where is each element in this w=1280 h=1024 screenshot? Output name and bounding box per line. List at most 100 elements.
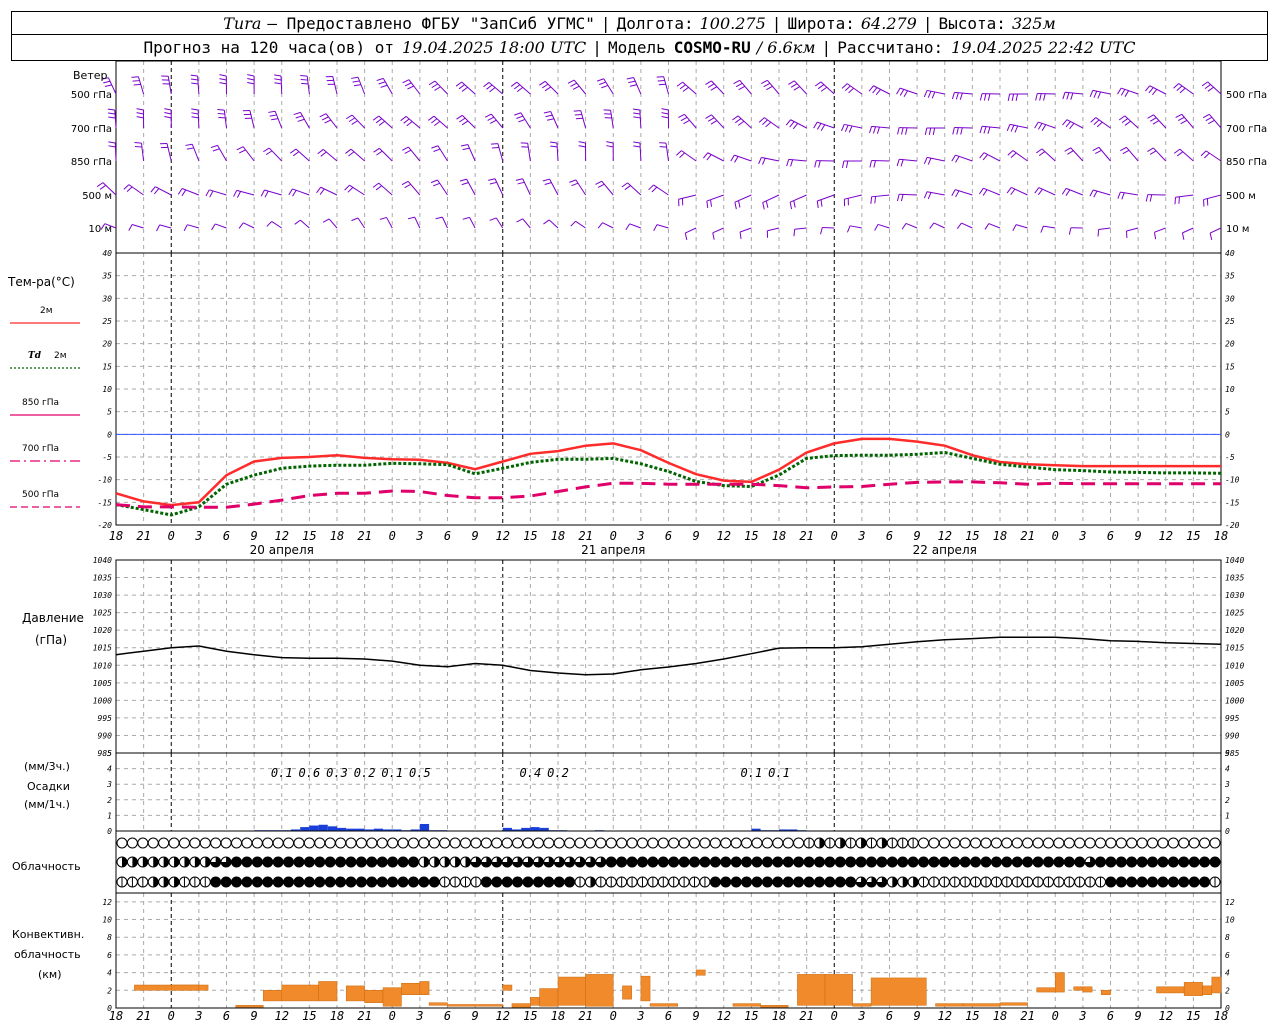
wind-barb-flag: [632, 141, 641, 144]
wind-barb-flag: [927, 91, 932, 98]
y-tick-label-right: -15: [1225, 498, 1240, 507]
cloud-circle: [231, 856, 243, 868]
wind-barb-flag: [210, 144, 218, 149]
wind-barb-flag: [428, 80, 436, 86]
x-tick-label-temp: 3: [1078, 529, 1086, 543]
x-tick-label-temp: 15: [523, 529, 537, 543]
wind-barb-flag: [1065, 189, 1071, 196]
x-tick-label-bottom: 21: [136, 1009, 150, 1023]
wind-barb: [567, 79, 587, 95]
cloud-circle: [470, 837, 482, 849]
wind-barb: [951, 154, 973, 163]
wind-barb-flag: [1035, 148, 1043, 154]
cloud-circle: [803, 876, 815, 888]
cloud-cover-symbol: [491, 876, 503, 888]
wind-barb-staff: [739, 227, 752, 233]
cloud-cover-symbol: [543, 856, 555, 868]
wind-barb-flag: [541, 83, 549, 89]
wind-barb-flag: [1144, 85, 1151, 92]
wind-barb-staff: [441, 216, 448, 229]
wind-barb-flag: [1178, 196, 1180, 204]
wind-barb-flag: [516, 115, 524, 119]
wind-barb: [1061, 187, 1084, 196]
cloud-circle: [1136, 837, 1148, 849]
cloud-three-quarter-fill: [585, 857, 596, 868]
wind-level-label-left: 500 м: [82, 191, 112, 202]
wind-barb-flag: [407, 85, 414, 90]
x-tick-label-bottom: 21: [578, 1009, 592, 1023]
cloud-cover-symbol: [418, 856, 430, 868]
wind-barb-flag: [186, 147, 194, 150]
cloud-cover-symbol: [137, 856, 149, 868]
wind-barb-flag: [601, 84, 609, 89]
cloud-cover-symbol: [147, 837, 159, 849]
wind-barb: [462, 216, 476, 229]
y-tick-label-right: 2: [1225, 986, 1230, 995]
wind-barb-flag: [1097, 229, 1100, 237]
wind-barb-flag: [661, 116, 669, 119]
y-tick-label-right: 990: [1225, 731, 1240, 740]
conv-cloud-bar: [852, 1003, 872, 1007]
precip-bar: [327, 826, 337, 831]
wind-barb-flag: [900, 194, 904, 202]
cloud-circle: [564, 837, 576, 849]
cloud-half-fill: [819, 838, 825, 848]
day-label: 20 апреля: [250, 543, 314, 557]
conv-cloud-bar: [281, 984, 319, 1002]
y-tick-label-left: 3: [106, 780, 112, 789]
cloud-circle: [1094, 856, 1106, 868]
y-tick-label-left: 2: [107, 796, 112, 805]
cloud-cover-symbol: [532, 876, 544, 888]
wind-barb: [351, 217, 366, 229]
wind-barb-flag: [845, 160, 849, 168]
y-tick-label-left: 5: [107, 408, 112, 417]
cloud-circle: [793, 837, 805, 849]
cloud-circle: [543, 876, 555, 888]
wind-barb-flag: [792, 123, 799, 130]
conv-cloud-bar: [557, 976, 586, 1006]
cloud-cover-symbol: [1042, 856, 1054, 868]
wind-barb-staff: [522, 218, 531, 229]
wind-barb-staff: [461, 114, 476, 129]
wind-barb-flag: [816, 200, 819, 209]
cloud-circle: [1167, 876, 1179, 888]
wind-barb: [1209, 227, 1222, 240]
wind-barb-staff: [706, 194, 724, 202]
cloud-cover-symbol: [678, 856, 690, 868]
wind-barb-flag: [434, 120, 441, 127]
wind-barb-staff: [822, 226, 835, 229]
wind-barb-flag: [353, 84, 362, 87]
cloud-cover-symbol: [689, 837, 701, 849]
cloud-cover-symbol: [1094, 876, 1106, 888]
cloud-cover-symbol: [636, 837, 648, 849]
cloud-circle: [303, 876, 315, 888]
wind-barb-flag: [625, 223, 631, 231]
wind-barb-flag: [549, 141, 558, 144]
wind-barb: [1173, 148, 1194, 162]
wind-barb-flag: [683, 119, 690, 125]
cloud-cover-symbol: [959, 837, 971, 849]
wind-barb-flag: [264, 190, 269, 198]
conv-cloud-bar: [870, 977, 927, 1006]
cloud-circle: [324, 837, 336, 849]
cloud-three-quarter-fill: [564, 857, 575, 868]
cloud-cover-symbol: [907, 856, 919, 868]
conv-cloud-bar: [1211, 976, 1222, 994]
wind-barb-staff: [789, 194, 807, 203]
y-tick-label-right: 6: [1225, 951, 1230, 960]
conv-cloud-bar: [1073, 986, 1084, 991]
cloud-cover-symbol: [1178, 837, 1190, 849]
wind-barb-staff: [300, 112, 310, 129]
cloud-cover-symbol: [199, 837, 211, 849]
wind-barb-staff: [762, 194, 780, 204]
wind-barb: [1118, 115, 1139, 129]
cloud-circle: [241, 837, 253, 849]
wind-barb: [869, 125, 890, 134]
cloud-circle: [595, 837, 607, 849]
wind-barb-flag: [817, 84, 825, 90]
cloud-circle: [678, 837, 690, 849]
wind-barb-flag: [1064, 147, 1071, 152]
wind-barb: [956, 222, 973, 229]
cloud-cover-symbol: [668, 856, 680, 868]
wind-barb-flag: [274, 74, 282, 77]
